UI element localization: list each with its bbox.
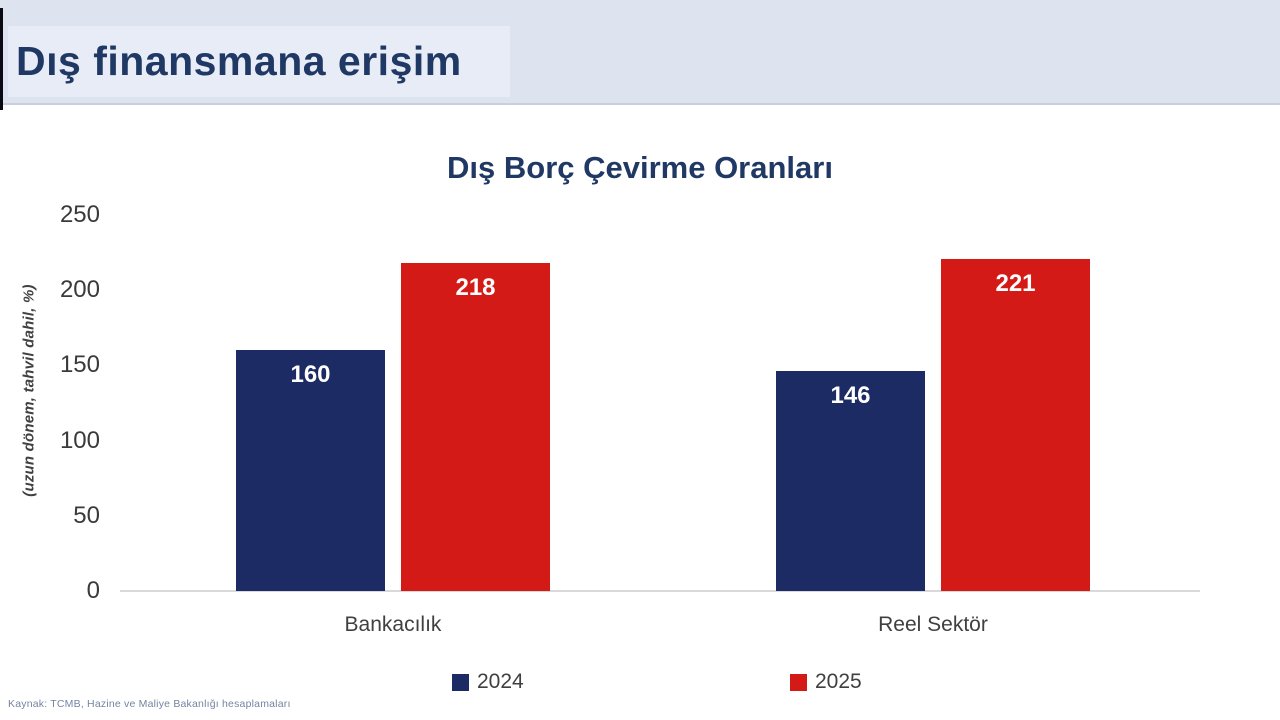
legend-label: 2025 — [815, 670, 862, 693]
legend-swatch-icon — [452, 673, 469, 691]
y-tick-label: 100 — [59, 426, 100, 454]
legend-item-2024: 2024 — [452, 670, 524, 694]
legend-swatch-icon — [790, 673, 807, 691]
bar-value-label: 160 — [290, 361, 331, 388]
bar-value-label: 221 — [995, 270, 1036, 297]
bar-2024: 146 — [776, 371, 925, 591]
left-edge-accent — [0, 8, 3, 110]
category-label: Reel Sektör — [878, 613, 988, 636]
y-tick-label: 250 — [59, 201, 100, 228]
y-tick-label: 200 — [59, 276, 100, 304]
chart-title: Dış Borç Çevirme Oranları — [447, 150, 833, 185]
bar-value-label: 146 — [830, 382, 871, 409]
legend-label: 2024 — [477, 670, 524, 693]
bar-2025: 218 — [401, 263, 550, 591]
x-axis-line — [120, 590, 1200, 592]
bar-2025: 221 — [941, 259, 1090, 591]
bar-group: 160 218 — [236, 263, 550, 591]
page-title: Dış finansmana erişim — [16, 38, 462, 84]
category-label: Bankacılık — [344, 613, 442, 636]
header-band: Dış finansmana erişim — [0, 0, 1280, 110]
bar-group: 146 221 — [776, 259, 1090, 591]
bar-value-label: 218 — [455, 274, 496, 301]
bar-2024: 160 — [236, 350, 385, 591]
y-tick-label: 0 — [86, 577, 100, 604]
y-tick-label: 50 — [73, 501, 100, 529]
header-title-box: Dış finansmana erişim — [8, 26, 510, 97]
source-note: Kaynak: TCMB, Hazine ve Maliye Bakanlığı… — [8, 698, 291, 710]
y-tick-label: 150 — [59, 351, 100, 379]
legend-item-2025: 2025 — [790, 670, 862, 694]
